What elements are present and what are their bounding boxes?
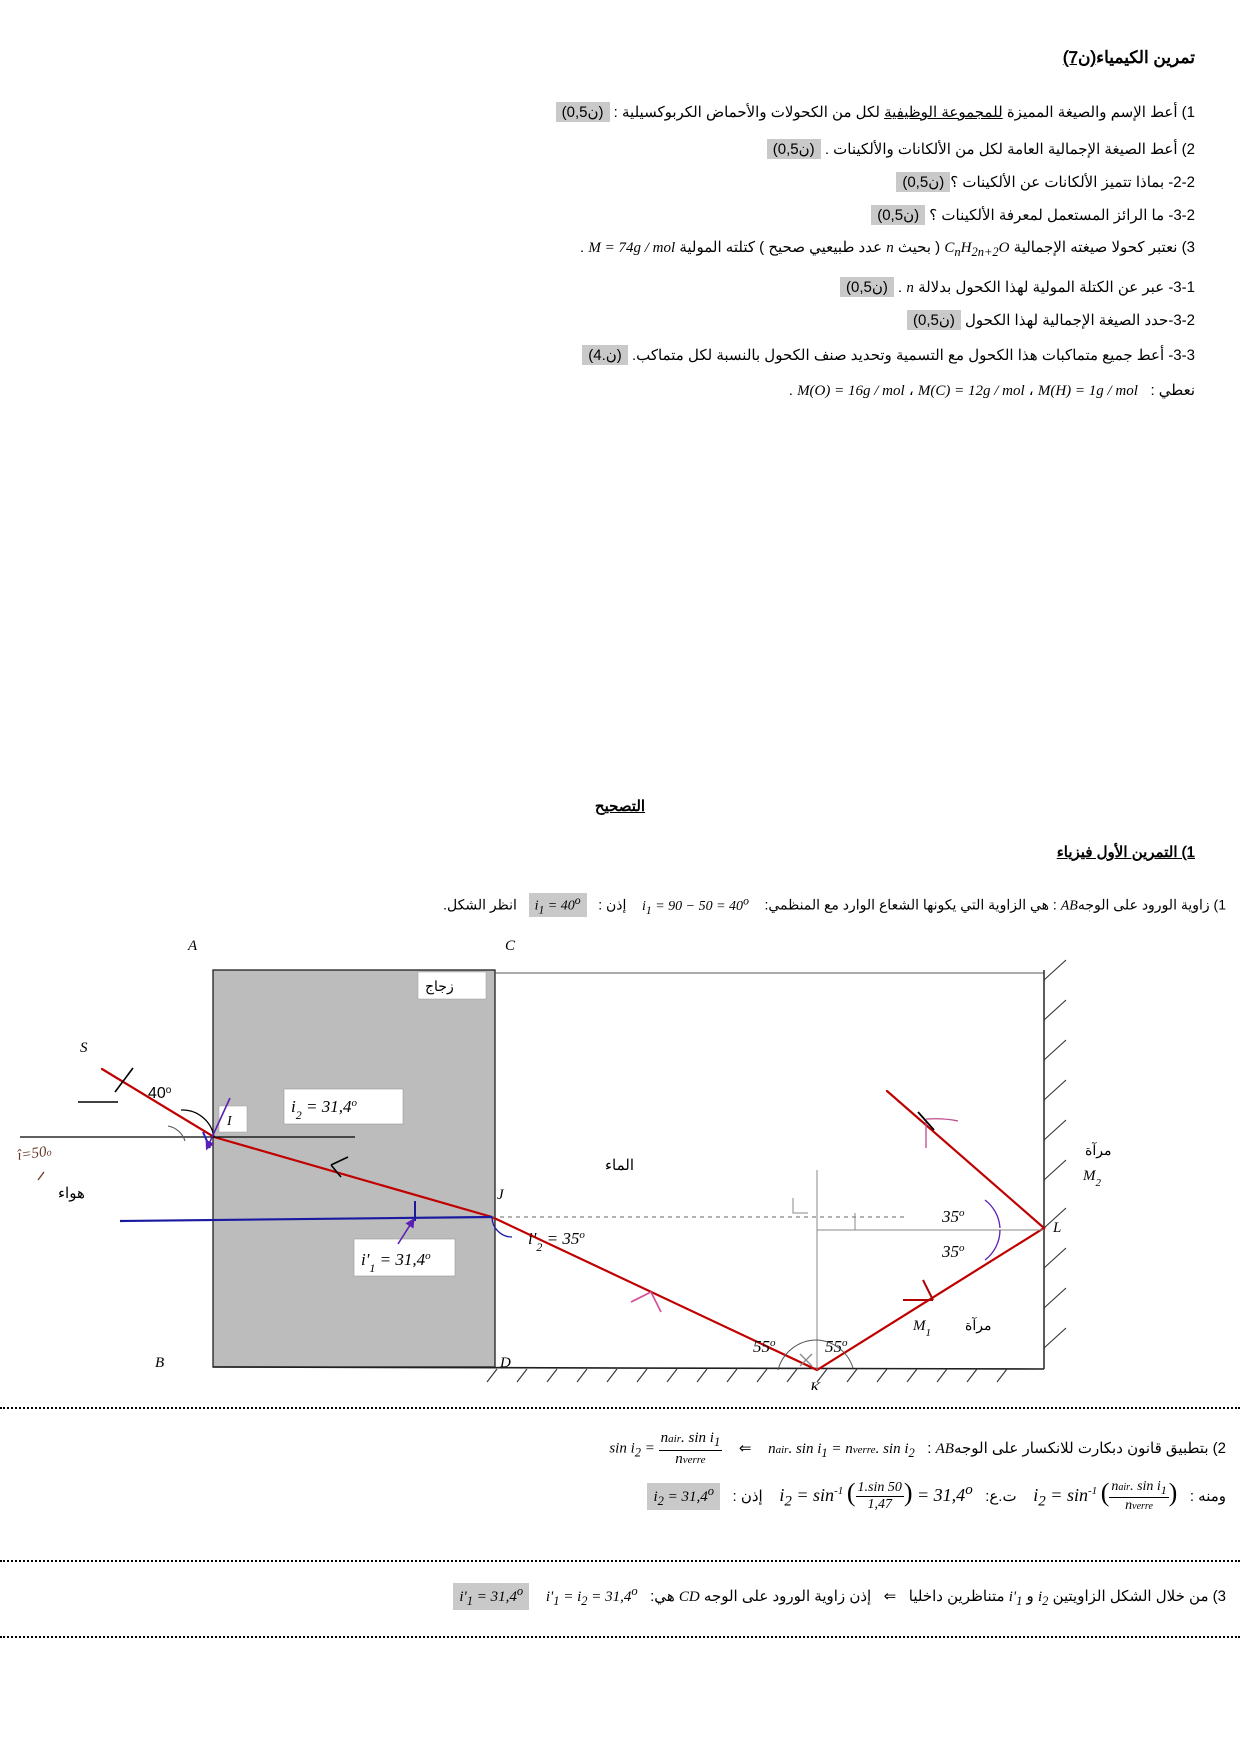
- svg-text:L: L: [1052, 1220, 1061, 1236]
- svg-text:55o: 55o: [753, 1337, 776, 1356]
- svg-text:مرآة: مرآة: [1085, 1141, 1111, 1159]
- svg-text:هواء: هواء: [58, 1185, 85, 1202]
- svg-text:الماء: الماء: [605, 1157, 634, 1174]
- svg-text:35o: 35o: [941, 1242, 965, 1261]
- svg-text:زجاج: زجاج: [425, 978, 454, 995]
- svg-text:M2: M2: [1082, 1168, 1102, 1189]
- svg-text:B: B: [155, 1355, 164, 1371]
- svg-text:A: A: [187, 938, 198, 954]
- svg-text:C: C: [505, 938, 516, 954]
- svg-text:î=50o: î=50o: [16, 1143, 52, 1164]
- svg-text:J: J: [497, 1187, 505, 1203]
- svg-text:S: S: [80, 1040, 88, 1056]
- svg-text:مرآة: مرآة: [965, 1316, 991, 1334]
- svg-text:35o: 35o: [941, 1207, 965, 1226]
- svg-text:M1: M1: [912, 1318, 931, 1339]
- svg-text:i'2 = 35o: i'2 = 35o: [528, 1229, 585, 1254]
- svg-text:D: D: [499, 1355, 511, 1371]
- svg-text:40o: 40o: [148, 1085, 172, 1103]
- svg-text:K: K: [809, 1380, 821, 1390]
